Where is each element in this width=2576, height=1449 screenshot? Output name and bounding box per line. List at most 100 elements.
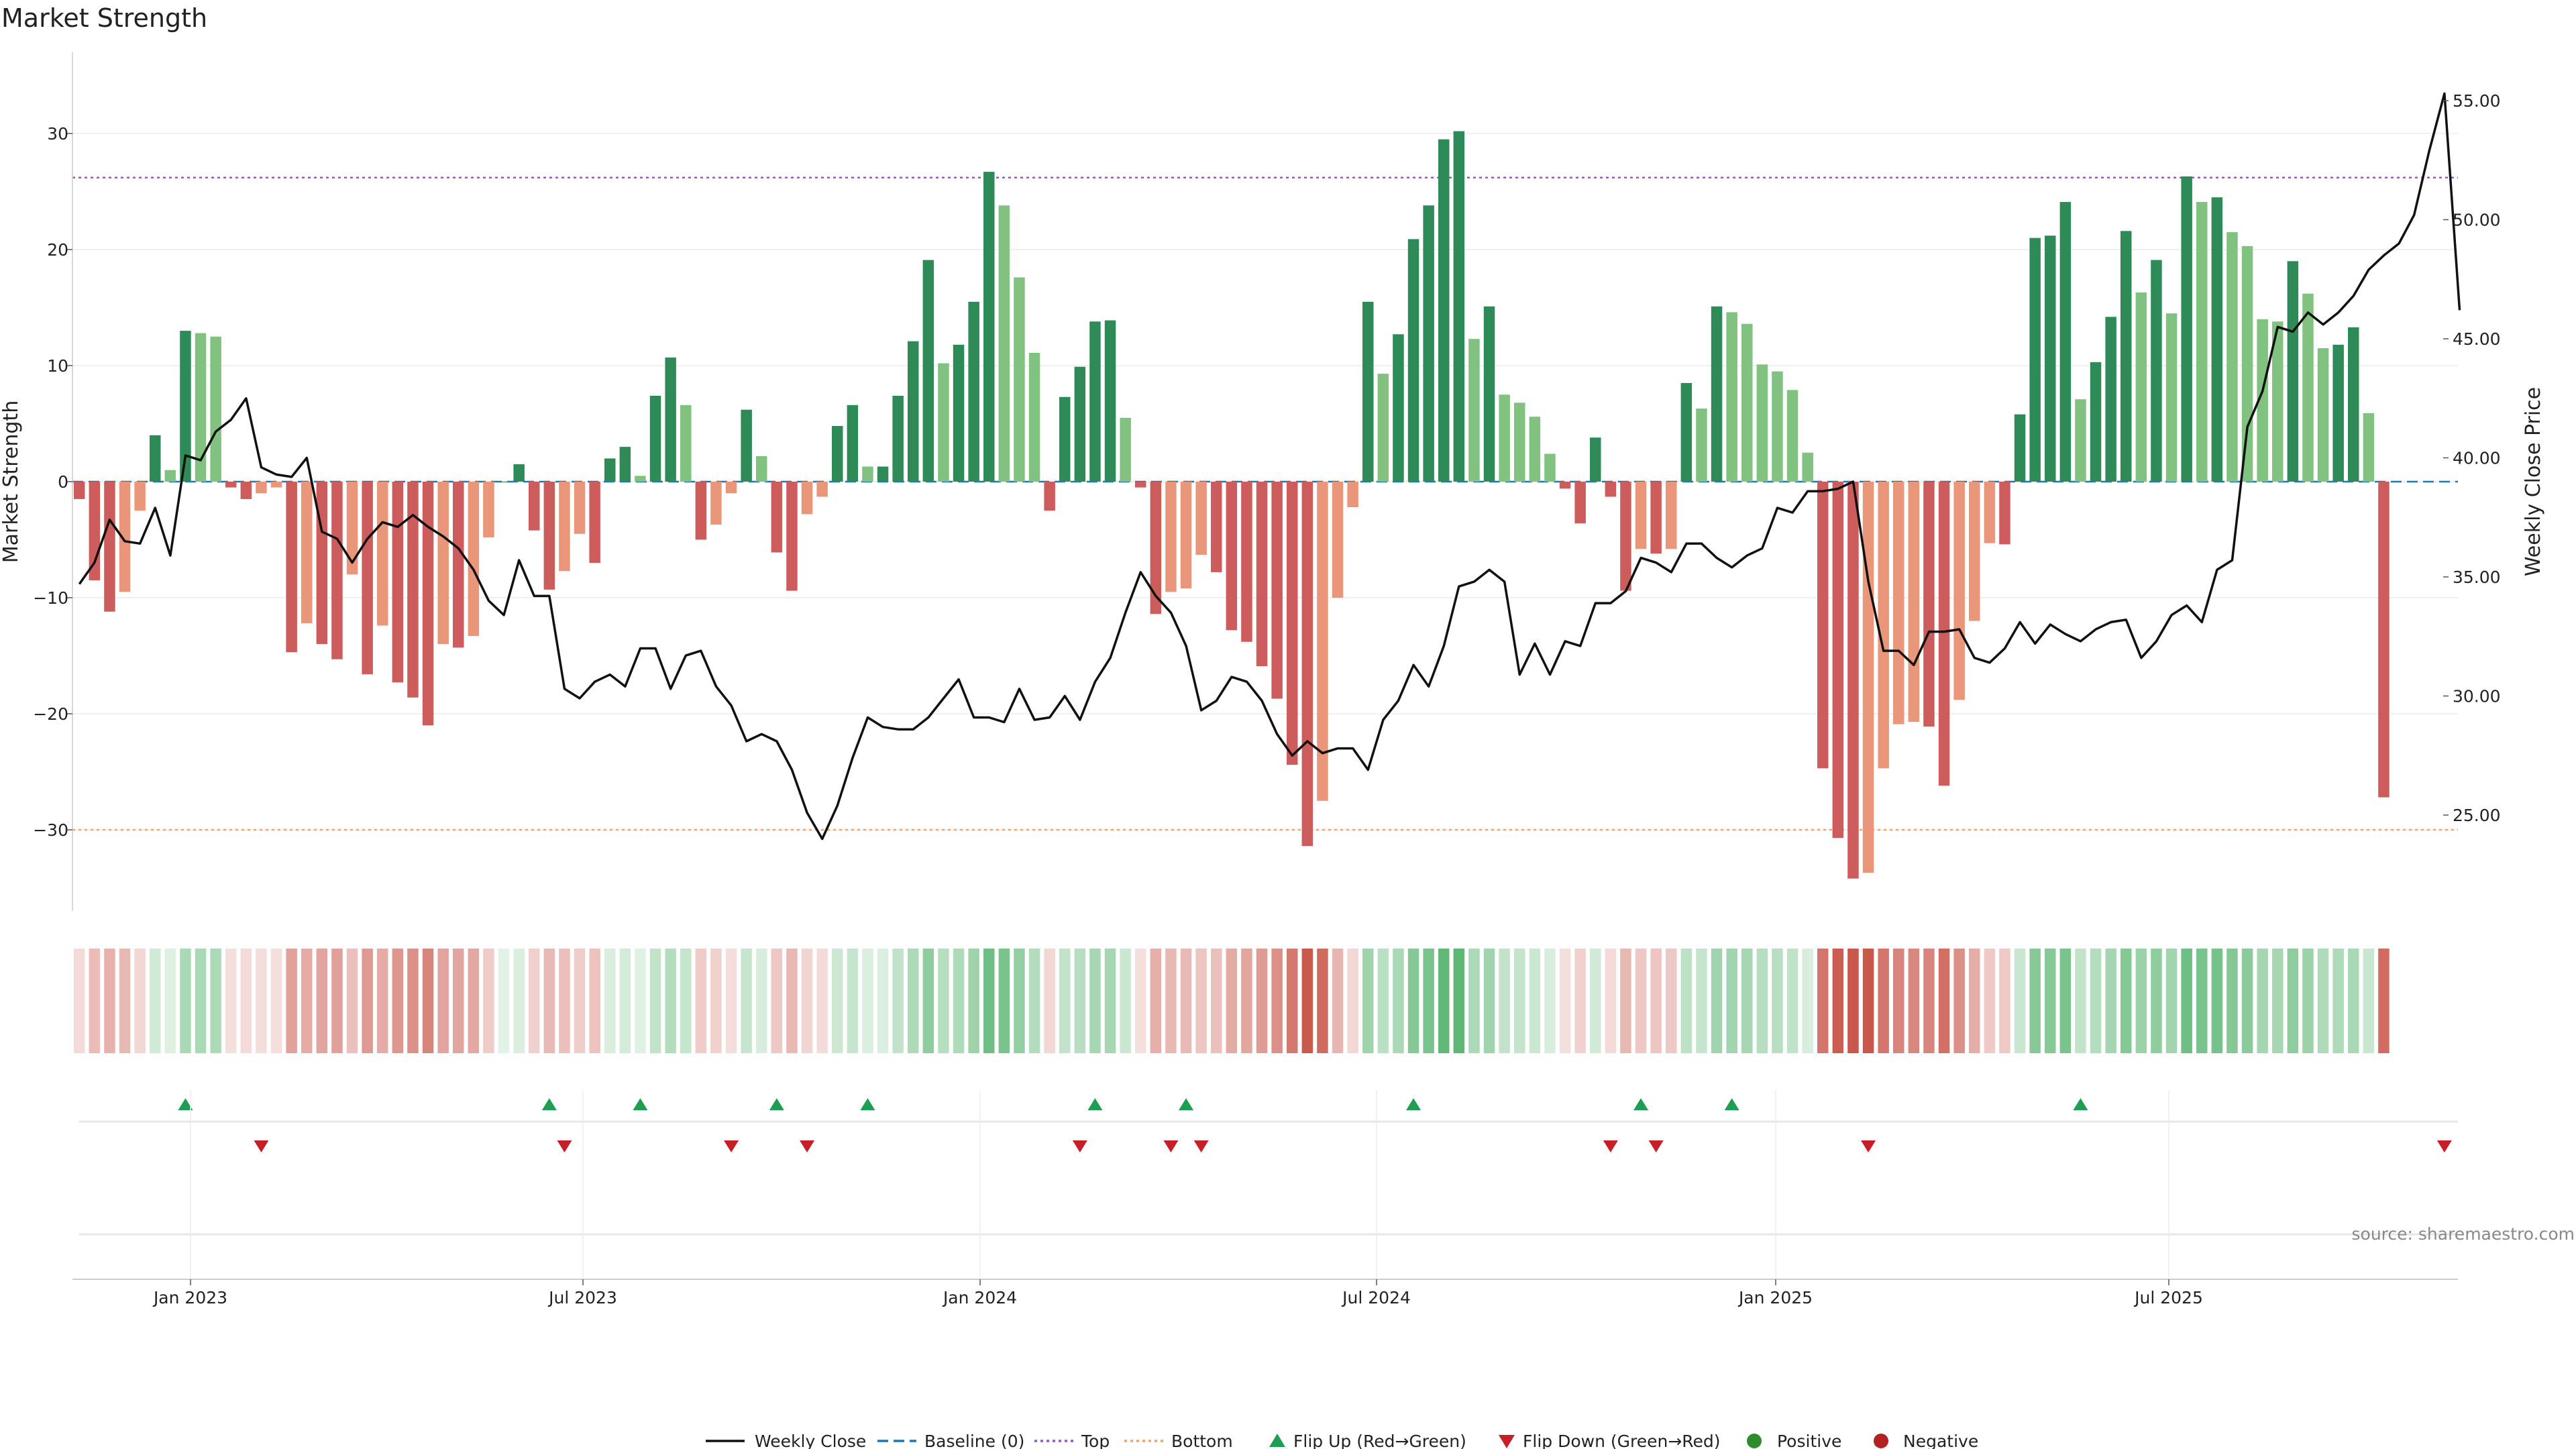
heat-cell xyxy=(862,949,873,1053)
heat-cell xyxy=(543,949,555,1053)
strength-bar xyxy=(1680,382,1693,482)
heat-cell xyxy=(1256,949,1268,1053)
strength-bar xyxy=(453,482,464,648)
heat-cell xyxy=(2257,949,2268,1053)
heat-cell xyxy=(256,949,267,1053)
heat-cell xyxy=(1377,949,1389,1053)
strength-bar xyxy=(1407,239,1419,482)
heat-cell xyxy=(2045,949,2056,1053)
strength-bar xyxy=(1862,482,1874,873)
strength-bar xyxy=(2014,414,2026,482)
heat-cell xyxy=(816,949,828,1053)
heat-cell xyxy=(1680,949,1693,1053)
strength-bar xyxy=(1028,352,1040,482)
strength-bar xyxy=(756,455,767,482)
right-axis-label: Weekly Close Price xyxy=(2522,387,2545,576)
heat-cell xyxy=(180,949,191,1053)
heat-cell xyxy=(710,949,722,1053)
heat-cell xyxy=(968,949,979,1053)
source-note: source: sharemaestro.com xyxy=(2352,1224,2575,1244)
strength-bar xyxy=(377,482,388,626)
strength-bar xyxy=(649,395,661,482)
strength-bar xyxy=(1104,320,1116,482)
heat-cell xyxy=(2121,949,2132,1053)
heat-cell xyxy=(2363,949,2375,1053)
heat-cell xyxy=(1089,949,1101,1053)
heat-cell xyxy=(2059,949,2072,1053)
flip-down-marker xyxy=(1861,1140,1876,1152)
heat-cell xyxy=(119,949,131,1053)
weekly-close-series xyxy=(78,92,2461,841)
heat-cell xyxy=(1483,949,1495,1053)
x-tick-label: Jul 2023 xyxy=(547,1288,617,1307)
heat-cell xyxy=(2241,949,2253,1053)
heat-cell xyxy=(1817,949,1829,1053)
heat-cell xyxy=(619,949,631,1053)
strength-bar xyxy=(2105,317,2116,482)
heat-cell xyxy=(1074,949,1086,1053)
heat-cell xyxy=(1317,949,1328,1053)
right-tick-label: 55.00 xyxy=(2453,91,2501,111)
heat-cell xyxy=(1574,949,1586,1053)
strength-bar xyxy=(2196,202,2208,482)
strength-bar xyxy=(543,482,555,590)
heat-cell xyxy=(1862,949,1874,1053)
strength-bar xyxy=(862,466,873,482)
strength-bars xyxy=(74,131,2390,879)
flip-up-marker xyxy=(1406,1098,1421,1110)
left-tick-label: 10 xyxy=(47,356,68,376)
strength-bar xyxy=(1271,482,1283,699)
strength-bar xyxy=(2045,235,2056,482)
legend: Weekly Close Baseline (0) Top Bottom Flip Up… xyxy=(706,1432,1978,1449)
heat-cell xyxy=(1741,949,1753,1053)
heat-cell xyxy=(2090,949,2102,1053)
flip-down-marker xyxy=(1193,1140,1209,1152)
heat-cell xyxy=(1984,949,1996,1053)
strength-bar xyxy=(1559,482,1571,489)
heat-cell xyxy=(2378,949,2390,1053)
strength-bar xyxy=(1150,482,1162,614)
heat-cell xyxy=(635,949,646,1053)
heat-cell xyxy=(1802,949,1813,1053)
strength-bar xyxy=(1817,482,1829,769)
strength-bar xyxy=(559,482,570,572)
strength-bar xyxy=(877,466,889,482)
heat-cell xyxy=(771,949,783,1053)
heat-cell xyxy=(680,949,692,1053)
heat-cell xyxy=(1271,949,1283,1053)
legend-flip-down-marker xyxy=(1499,1435,1515,1448)
strength-bar xyxy=(119,482,131,592)
heat-cell xyxy=(1362,949,1374,1053)
left-tick-label: 0 xyxy=(58,472,68,492)
heat-cell xyxy=(2317,949,2329,1053)
left-tick-label: −10 xyxy=(33,588,68,608)
heat-cell xyxy=(377,949,388,1053)
heat-cell xyxy=(453,949,464,1053)
heat-cell xyxy=(89,949,101,1053)
heat-cell xyxy=(665,949,676,1053)
strength-bar xyxy=(1711,306,1723,482)
strength-bar xyxy=(998,205,1010,482)
heat-cell xyxy=(1529,949,1541,1053)
heat-cell xyxy=(1332,949,1344,1053)
heat-cell xyxy=(1499,949,1510,1053)
heat-cell xyxy=(437,949,449,1053)
heat-cell xyxy=(1559,949,1571,1053)
strength-bar xyxy=(1241,482,1252,642)
strength-bar xyxy=(225,482,237,488)
strength-bar xyxy=(1120,417,1131,482)
strength-bar xyxy=(1483,306,1495,482)
strength-bar xyxy=(407,482,419,698)
strength-bar xyxy=(1666,482,1677,549)
heat-cell xyxy=(1120,949,1131,1053)
heat-cell xyxy=(1347,949,1358,1053)
heat-cell xyxy=(2348,949,2359,1053)
legend-flip-up-marker xyxy=(1269,1434,1285,1447)
legend-label: Positive xyxy=(1777,1432,1841,1449)
heat-cell xyxy=(1953,949,1965,1053)
strength-bar xyxy=(210,336,221,482)
heat-cell xyxy=(331,949,343,1053)
heat-cell xyxy=(2075,949,2086,1053)
heat-cell xyxy=(483,949,494,1053)
strength-bar xyxy=(2363,413,2375,482)
